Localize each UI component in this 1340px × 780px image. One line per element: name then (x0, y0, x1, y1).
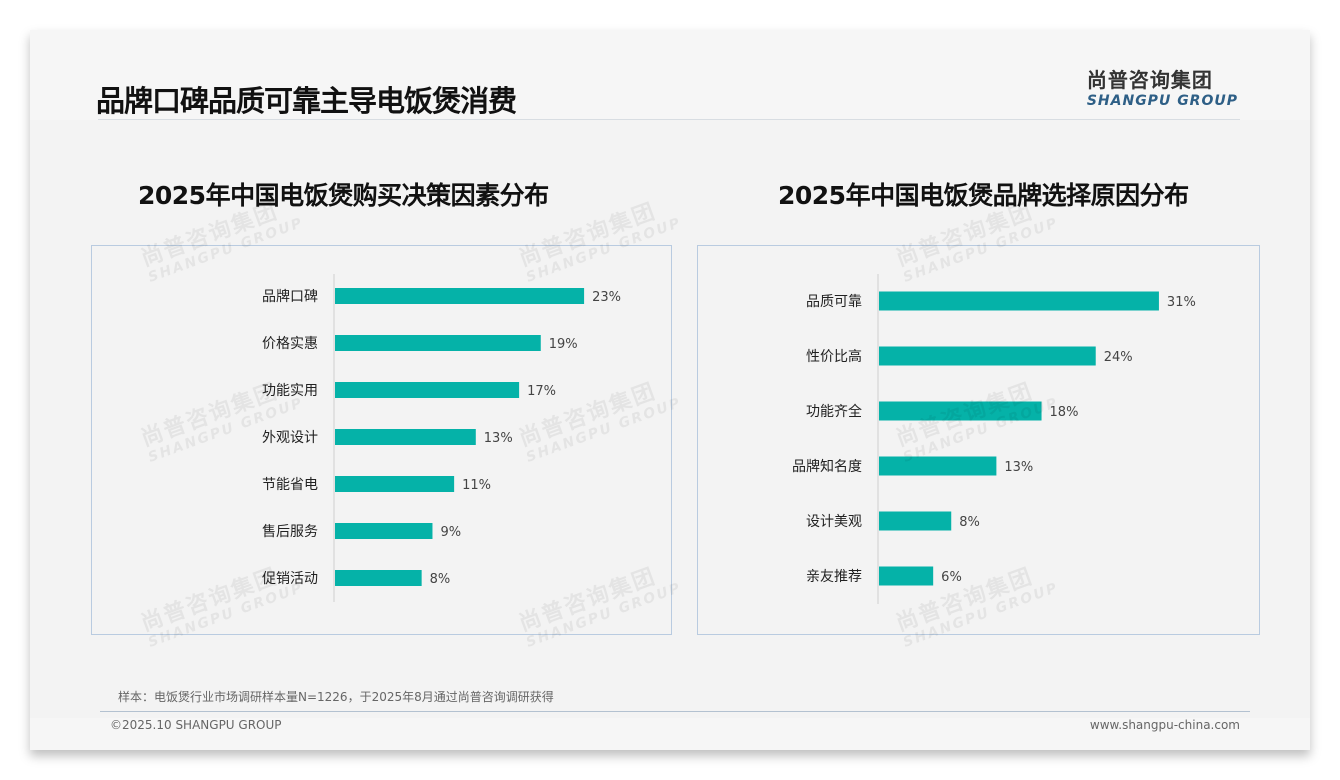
data-label: 13% (1004, 460, 1033, 475)
chart-title-right: 2025年中国电饭煲品牌选择原因分布 (778, 181, 1189, 210)
category-label: 亲友推荐 (806, 569, 862, 585)
data-label: 11% (462, 478, 491, 493)
bar (879, 511, 952, 531)
category-label: 价格实惠 (262, 336, 318, 352)
chart-panel-right: 品质可靠 31% 性价比高 24% 功能齐全 18% 品牌知名度 13% 设计美观 8% 亲友推荐 6… (697, 245, 1260, 635)
category-label: 功能实用 (262, 383, 318, 399)
bar (335, 288, 585, 304)
bar (335, 570, 422, 586)
logo-cn: 尚普咨询集团 (1086, 68, 1213, 92)
data-label: 9% (440, 525, 461, 540)
bar (879, 456, 997, 476)
bar (879, 566, 934, 586)
copyright: ©2025.10 SHANGPU GROUP (110, 718, 282, 732)
data-label: 17% (527, 384, 556, 399)
category-label: 功能齐全 (806, 403, 862, 420)
chart-left: 品牌口碑 23% 价格实惠 19% 功能实用 17% 外观设计 13% 节能省电 11% 售后服务 9… (262, 274, 621, 602)
data-label: 24% (1104, 350, 1133, 365)
category-label: 性价比高 (806, 348, 862, 365)
data-label: 6% (941, 570, 962, 585)
chart-right: 品质可靠 31% 性价比高 24% 功能齐全 18% 品牌知名度 13% 设计美观 8% 亲友推荐 6… (792, 274, 1196, 604)
chart-title-left: 2025年中国电饭煲购买决策因素分布 (138, 181, 549, 210)
footer-band (30, 718, 1310, 750)
bar (879, 346, 1096, 366)
bar (335, 335, 541, 351)
data-label: 23% (592, 290, 621, 305)
bar (879, 291, 1159, 311)
category-label: 设计美观 (806, 514, 862, 530)
footer-divider (100, 711, 1250, 712)
category-label: 品牌口碑 (262, 288, 318, 305)
header-band (30, 30, 1310, 120)
page-title: 品牌口碑品质可靠主导电饭煲消费 (96, 84, 517, 118)
category-label: 促销活动 (262, 571, 318, 587)
category-label: 品质可靠 (806, 294, 862, 310)
data-label: 18% (1050, 405, 1079, 420)
slide: 品牌口碑品质可靠主导电饭煲消费 尚普咨询集团 SHANGPU GROUP 202… (30, 30, 1310, 750)
bar (335, 382, 520, 398)
data-label: 19% (549, 337, 578, 352)
company-logo: 尚普咨询集团 SHANGPU GROUP (1087, 64, 1238, 109)
sample-note: 样本：电饭煲行业市场调研样本量N=1226，于2025年8月通过尚普咨询调研获得 (118, 690, 554, 704)
category-label: 品牌知名度 (792, 458, 862, 475)
bar (335, 476, 455, 492)
bar (335, 523, 433, 539)
chart-panel-left: 品牌口碑 23% 价格实惠 19% 功能实用 17% 外观设计 13% 节能省电 11% 售后服务 9… (91, 245, 672, 635)
data-label: 8% (959, 515, 980, 530)
website-link[interactable]: www.shangpu-china.com (1089, 718, 1240, 732)
data-label: 31% (1167, 295, 1196, 310)
logo-en: SHANGPU GROUP (1086, 93, 1238, 109)
bar (335, 429, 476, 445)
data-label: 8% (430, 572, 451, 587)
header-divider (98, 119, 1240, 120)
data-label: 13% (484, 431, 513, 446)
category-label: 售后服务 (262, 524, 318, 540)
bar (879, 401, 1042, 421)
category-label: 节能省电 (262, 477, 318, 493)
category-label: 外观设计 (262, 430, 318, 446)
